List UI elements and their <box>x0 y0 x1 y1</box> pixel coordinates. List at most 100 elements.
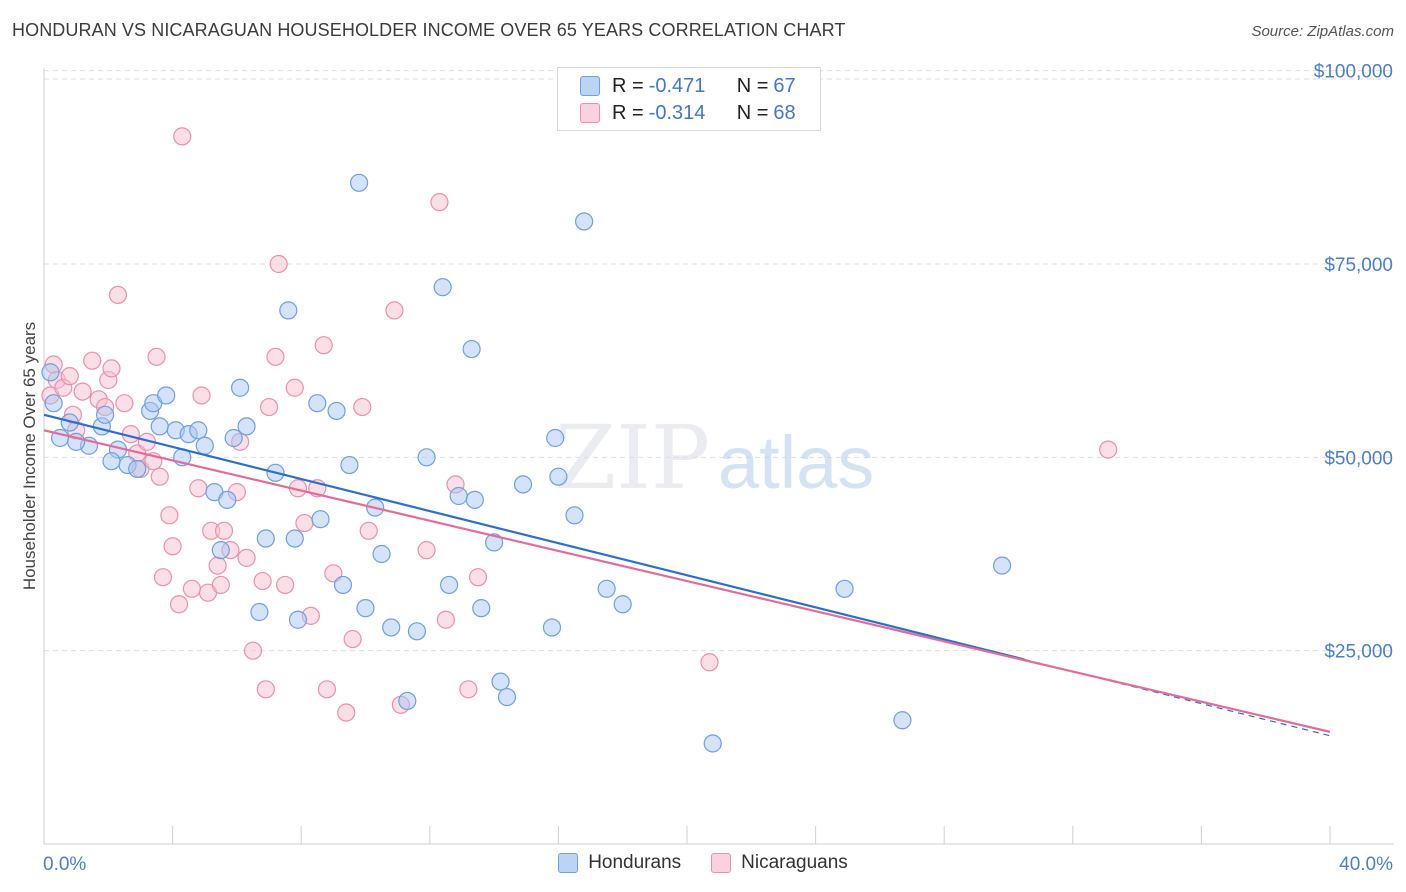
nicaraguan-point <box>276 575 295 595</box>
nicaraguan-point <box>1099 440 1118 459</box>
nicaraguan-point <box>153 568 173 587</box>
nicaraguan-point <box>160 506 179 525</box>
nicaraguan-point <box>256 680 275 699</box>
honduran-point <box>102 452 121 471</box>
nicaraguan-point <box>83 351 102 370</box>
honduran-point <box>150 417 169 436</box>
honduran-point <box>128 459 147 479</box>
y-tick-label: $25,000 <box>1324 642 1393 663</box>
chart-title: HONDURAN VS NICARAGUAN HOUSEHOLDER INCOM… <box>12 20 846 40</box>
legend-r-value: -0.471 <box>648 74 706 97</box>
legend-label-hondurans: Hondurans <box>588 852 682 873</box>
honduran-point <box>542 618 562 637</box>
honduran-point <box>211 541 230 560</box>
honduran-point <box>597 579 616 598</box>
honduran-point <box>285 529 304 548</box>
nicaraguan-point <box>150 467 169 486</box>
honduran-point <box>546 428 565 448</box>
correlation-legend: R = -0.471 N = 67 R = -0.314 N = 68 <box>557 67 821 131</box>
nicaraguan-point <box>259 397 279 417</box>
axes <box>43 68 1394 845</box>
honduran-point <box>513 475 533 494</box>
nicaraguan-point <box>269 254 288 274</box>
legend-row-hondurans: R = -0.471 N = 67 <box>580 73 796 99</box>
nicaraguan-point <box>253 571 272 591</box>
honduran-point <box>382 618 401 637</box>
honduran-point <box>327 401 346 421</box>
legend-item-nicaraguans[interactable]: Nicaraguans <box>711 852 848 874</box>
honduran-point <box>308 394 327 413</box>
watermark-atlas: atlas <box>718 421 874 504</box>
nicaraguan-point <box>417 541 436 560</box>
legend-swatch-hondurans <box>558 853 579 873</box>
nicaraguan-point <box>468 568 488 587</box>
nicaraguan-point <box>169 595 189 614</box>
honduran-point <box>549 467 568 486</box>
honduran-point <box>575 212 594 231</box>
honduran-point <box>250 602 269 622</box>
x-tick-label-end: 40.0% <box>1339 854 1393 875</box>
honduran-point <box>703 734 722 753</box>
watermark: ZIP atlas <box>555 406 874 509</box>
nicaraguan-point <box>436 610 455 629</box>
y-tick-label: $100,000 <box>1314 62 1393 83</box>
honduran-point <box>398 691 417 711</box>
hondurans-trend-line <box>43 413 1025 661</box>
nicaraguan-point <box>147 347 166 366</box>
y-tick-label: $75,000 <box>1324 255 1393 276</box>
nicaraguan-point <box>430 193 449 212</box>
nicaraguan-point <box>211 575 230 595</box>
honduran-point <box>349 173 369 192</box>
honduran-point <box>613 595 632 614</box>
honduran-point <box>195 436 214 455</box>
legend-swatch-nicaraguans <box>580 103 600 123</box>
legend-n-label: N = <box>736 101 769 124</box>
nicaraguan-point <box>314 336 333 355</box>
honduran-point <box>333 575 353 595</box>
x-tick-label-start: 0.0% <box>43 854 86 875</box>
legend-n-label: N = <box>736 74 769 97</box>
legend-row-nicaraguans: R = -0.314 N = 68 <box>580 100 796 126</box>
watermark-zip: ZIP <box>555 406 710 509</box>
honduran-point <box>189 421 208 440</box>
honduran-point <box>95 405 115 424</box>
honduran-point <box>449 486 468 506</box>
honduran-point <box>231 378 250 397</box>
nicaraguan-point <box>60 367 79 386</box>
hondurans-points <box>41 173 1012 753</box>
nicaraguan-point <box>266 347 285 366</box>
x-tick-labels: 0.0% 40.0% <box>43 854 1393 875</box>
x-ticks <box>172 826 1331 844</box>
legend-item-hondurans[interactable]: Hondurans <box>558 852 681 874</box>
honduran-point <box>462 339 481 359</box>
honduran-point <box>288 610 308 629</box>
honduran-point <box>433 278 452 297</box>
trend-lines <box>43 413 1331 737</box>
y-tick-labels: $25,000 $50,000 $75,000 $100,000 <box>1314 62 1393 663</box>
nicaraguans-trend-line <box>43 429 1331 733</box>
nicaraguan-point <box>182 579 201 598</box>
legend-swatch-hondurans <box>580 76 600 96</box>
nicaraguan-point <box>385 301 404 320</box>
legend-n-value: 67 <box>773 74 796 97</box>
honduran-point <box>485 533 504 552</box>
honduran-point <box>565 506 584 525</box>
honduran-point <box>41 363 60 382</box>
nicaraguan-point <box>115 394 134 413</box>
honduran-point <box>835 579 854 598</box>
nicaraguan-point <box>317 680 337 699</box>
nicaraguan-point <box>237 548 256 567</box>
honduran-point <box>157 386 176 405</box>
y-axis-label: Householder Income Over 65 years <box>20 322 39 590</box>
hondurans-trend-extension <box>1024 658 1331 737</box>
honduran-point <box>491 672 510 691</box>
legend-r-label: R = <box>612 74 644 97</box>
nicaraguan-point <box>192 386 211 405</box>
series-legend: Hondurans Nicaraguans <box>0 852 1406 874</box>
nicaraguan-point <box>189 479 208 498</box>
honduran-point <box>340 455 359 475</box>
honduran-point <box>224 428 243 448</box>
legend-r-value: -0.314 <box>648 101 706 124</box>
nicaraguan-point <box>295 513 314 533</box>
